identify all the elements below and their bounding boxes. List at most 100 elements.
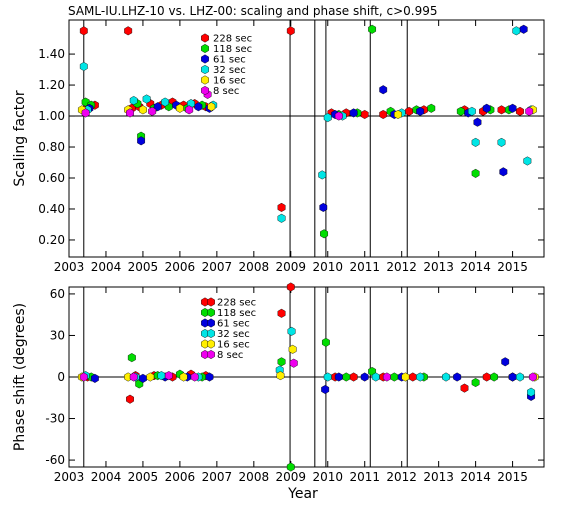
data-point	[427, 103, 436, 113]
legend-marker	[201, 54, 209, 64]
legend-label: 61 sec	[213, 55, 246, 66]
data-point	[79, 372, 88, 382]
data-point	[471, 168, 480, 178]
y-tick-label: 0.20	[38, 233, 65, 247]
series-61-sec	[90, 357, 535, 401]
data-point	[334, 111, 343, 121]
data-point	[164, 371, 173, 381]
x-tick-label: 2011	[349, 470, 380, 484]
x-tick-label: 2015	[497, 470, 528, 484]
x-tick-label: 2005	[128, 260, 159, 274]
data-point	[287, 326, 296, 336]
data-point	[137, 136, 146, 146]
data-point	[497, 105, 506, 115]
data-point	[482, 372, 491, 382]
data-point	[277, 357, 286, 367]
legend-marker	[207, 328, 215, 339]
y-tick-label: 0.40	[38, 202, 65, 216]
data-point	[277, 213, 286, 223]
series-228-sec	[83, 282, 517, 404]
legend-label: 61 sec	[217, 319, 250, 330]
data-point	[508, 103, 517, 113]
y-tick-label: 1.00	[38, 109, 65, 123]
y-tick-label: 30	[50, 328, 65, 342]
data-point	[286, 26, 295, 36]
data-point	[129, 95, 138, 106]
data-point	[79, 26, 88, 36]
y-tick-label: 0.80	[38, 140, 65, 154]
x-tick-label: 2004	[91, 470, 122, 484]
legend-marker	[201, 64, 209, 75]
data-point	[460, 383, 469, 393]
legend-marker	[201, 75, 209, 85]
data-point	[319, 202, 328, 212]
data-point	[360, 372, 369, 382]
legend-label: 16 sec	[217, 340, 250, 351]
x-tick-label: 2009	[276, 260, 307, 274]
data-point	[321, 384, 330, 395]
y-tick-label: -60	[45, 453, 65, 467]
data-point	[360, 109, 369, 120]
data-point	[529, 372, 537, 382]
data-point	[516, 106, 524, 116]
legend-marker	[201, 85, 209, 96]
x-tick-label: 2006	[165, 470, 196, 484]
data-point	[456, 106, 465, 116]
data-point	[497, 137, 506, 147]
data-point	[401, 372, 410, 382]
x-tick-label: 2013	[423, 470, 454, 484]
legend-label: 228 sec	[217, 298, 256, 309]
x-tick-label: 2009	[276, 470, 307, 484]
data-point	[190, 372, 199, 382]
data-point	[408, 372, 417, 382]
x-tick-label: 2012	[386, 470, 417, 484]
data-point	[442, 372, 450, 382]
data-point	[286, 282, 295, 292]
data-point	[519, 24, 528, 34]
x-tick-label: 2003	[54, 470, 85, 484]
data-point	[379, 85, 388, 95]
x-tick-label: 2005	[128, 470, 159, 484]
data-point	[323, 113, 332, 123]
plot-frame	[68, 19, 545, 258]
data-point	[471, 377, 480, 388]
series-118-sec	[81, 24, 513, 239]
x-tick-label: 2003	[54, 260, 85, 274]
data-point	[138, 105, 147, 115]
data-point	[127, 353, 136, 363]
legend-label: 118 sec	[213, 44, 252, 55]
x-tick-label: 2004	[91, 260, 122, 274]
y-tick-label: 60	[50, 287, 65, 301]
legend-label: 8 sec	[213, 86, 239, 97]
data-point	[129, 372, 138, 382]
data-point	[394, 109, 402, 120]
data-point	[349, 108, 358, 118]
legend-marker	[201, 43, 209, 54]
data-point	[471, 137, 480, 147]
data-point	[277, 202, 286, 212]
data-point	[473, 117, 482, 127]
data-point	[527, 387, 535, 397]
y-tick-label: 1.40	[38, 47, 65, 61]
data-point	[323, 372, 332, 382]
data-point	[148, 106, 157, 116]
series-8-sec	[79, 358, 537, 382]
series-61-sec	[85, 24, 528, 212]
x-tick-label: 2008	[239, 260, 270, 274]
data-point	[79, 61, 88, 72]
data-point	[126, 108, 134, 118]
data-point	[161, 97, 170, 107]
data-point	[523, 156, 532, 166]
x-tick-label: 2010	[312, 260, 343, 274]
data-point	[499, 167, 508, 177]
legend-marker	[207, 297, 215, 307]
series-32-sec	[79, 26, 535, 223]
legend-label: 32 sec	[213, 65, 246, 76]
legend-marker	[207, 339, 215, 349]
x-tick-label: 2007	[202, 470, 233, 484]
data-point	[322, 337, 330, 347]
data-point	[508, 372, 517, 382]
data-point	[286, 462, 295, 472]
